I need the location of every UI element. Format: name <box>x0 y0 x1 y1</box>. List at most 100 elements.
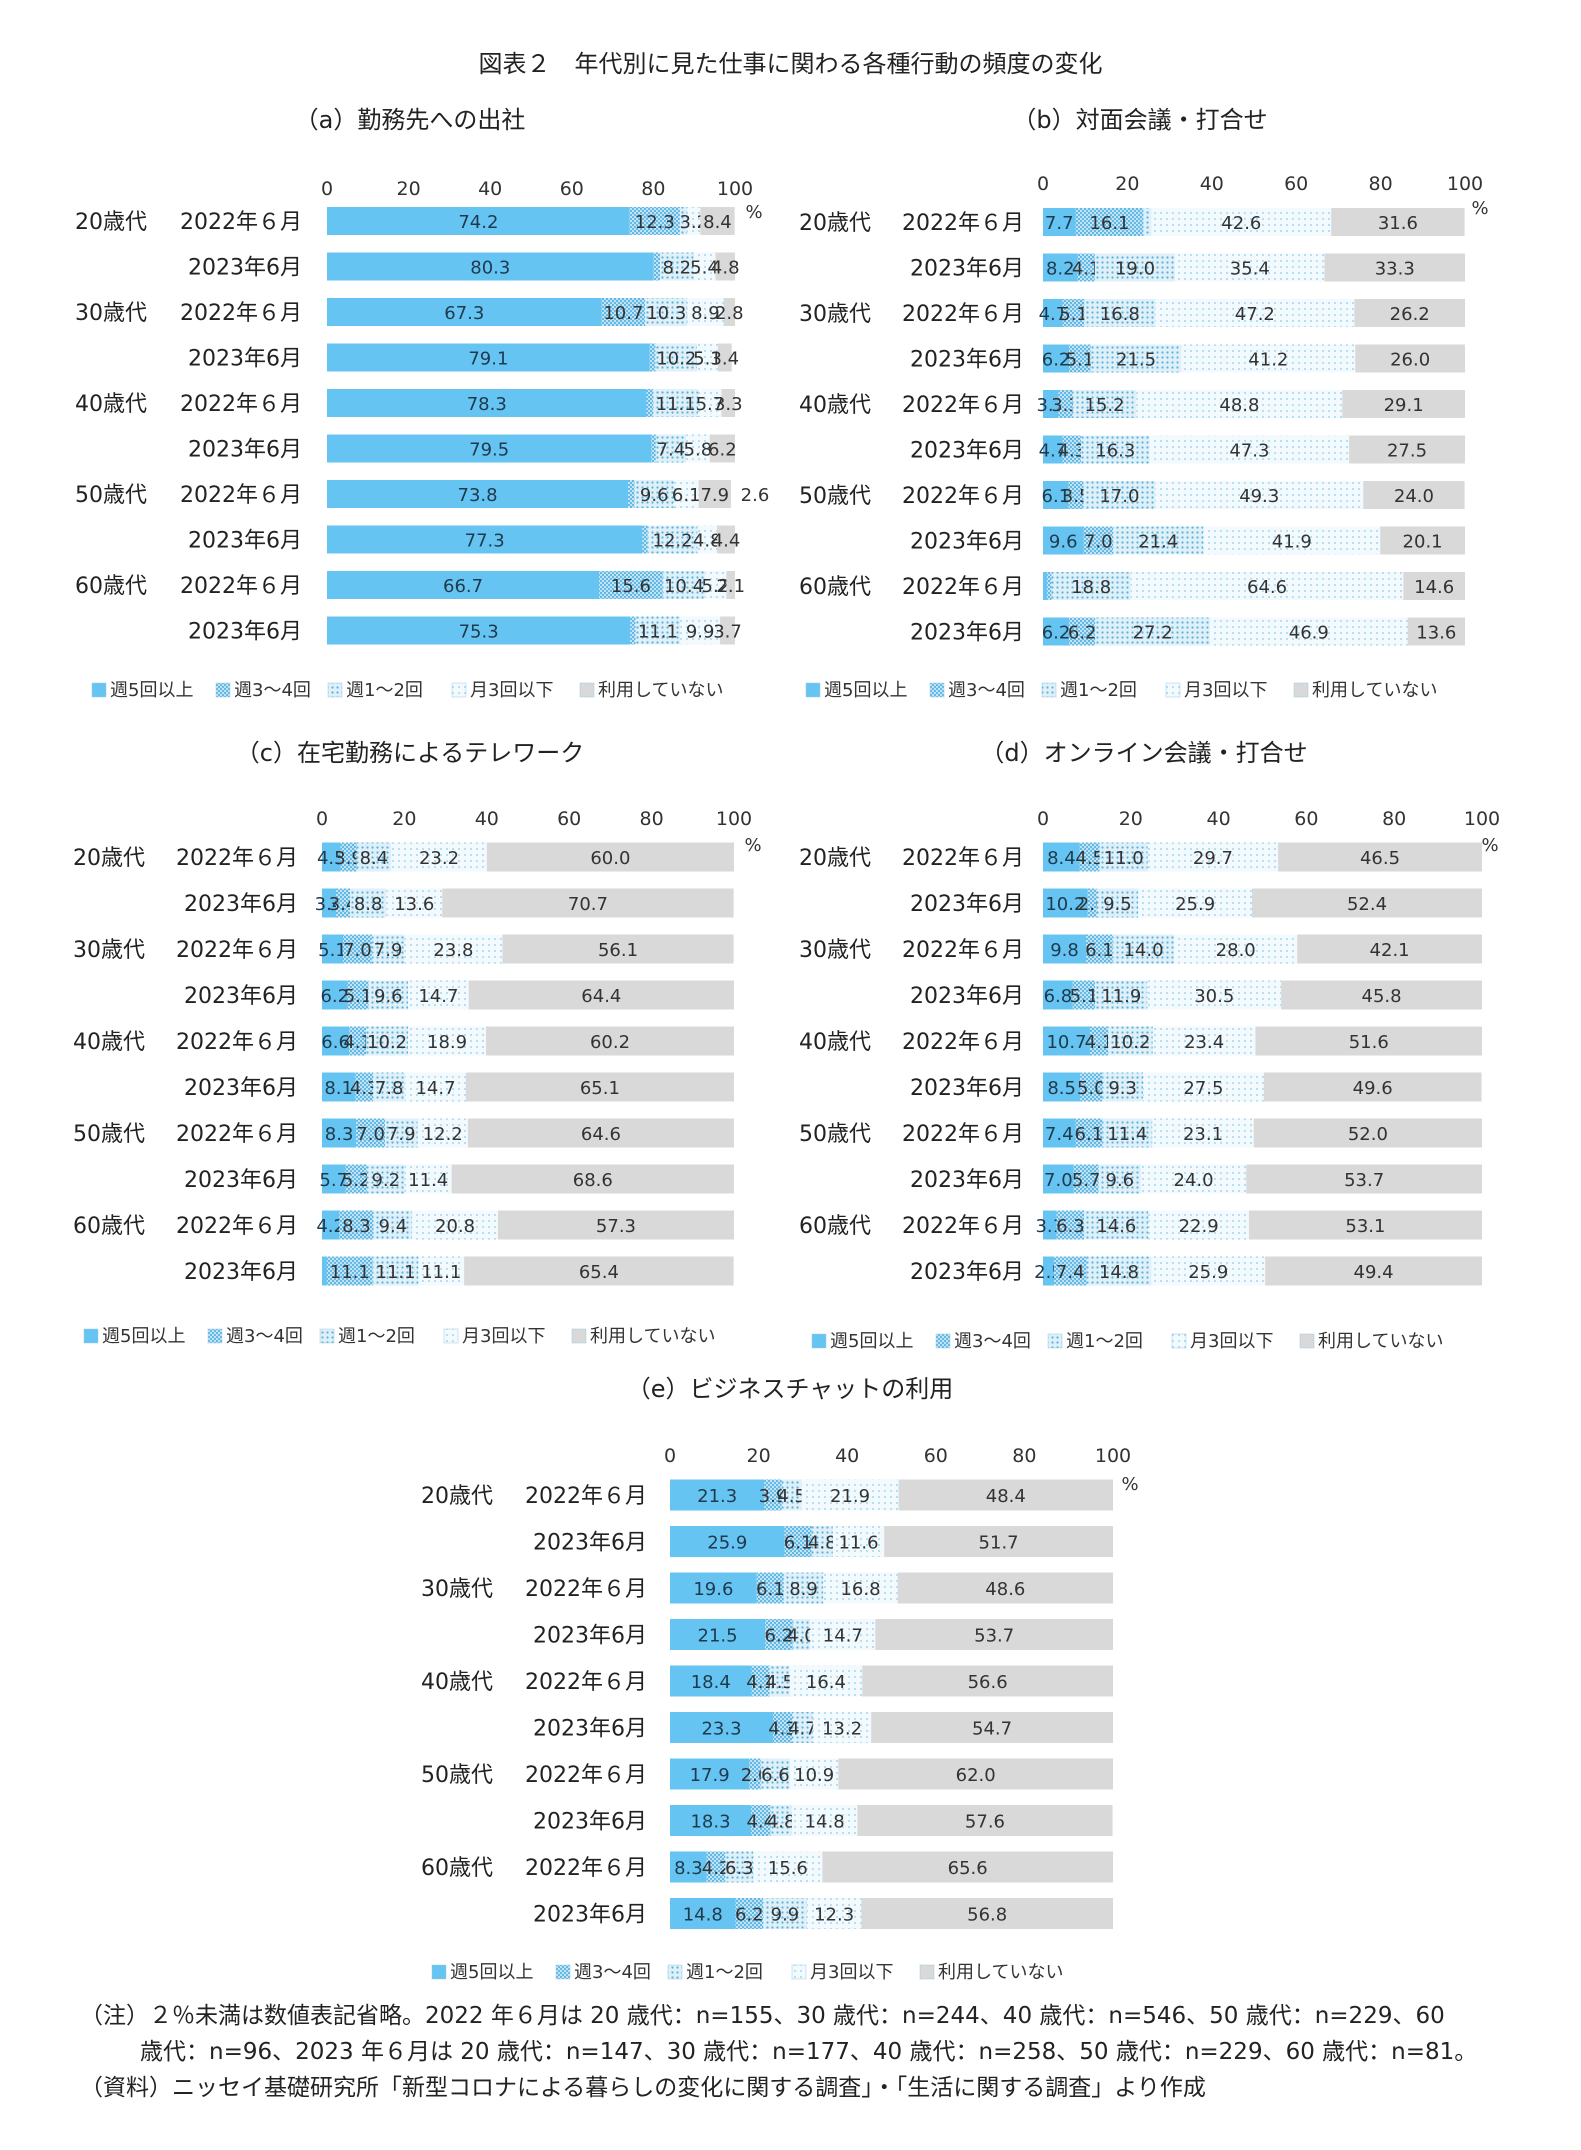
data-label: 24.0 <box>1394 486 1434 507</box>
bar-segment <box>670 1526 785 1557</box>
data-label: 8.5 <box>1047 1078 1076 1099</box>
data-label: 4.3 <box>350 1078 379 1099</box>
data-label: 27.5 <box>1387 441 1427 462</box>
data-label: 8.4 <box>1047 848 1076 869</box>
bar-segment <box>898 1479 1113 1511</box>
bar-segment <box>1095 980 1148 1010</box>
bar-segment <box>327 207 630 235</box>
bar-segment <box>1043 299 1063 327</box>
period-label: 2022年６月 <box>525 1484 647 1509</box>
data-label: 4.3 <box>768 1719 797 1740</box>
period-label: 2023年6月 <box>910 1076 1024 1101</box>
data-label: 13.6 <box>1416 623 1456 644</box>
data-label: 2.6 <box>741 485 770 506</box>
data-label: 5.1 <box>1070 986 1099 1007</box>
bar-segment <box>322 1072 356 1102</box>
x-tick-label: 40 <box>1207 808 1231 830</box>
legend-swatch <box>1041 682 1057 698</box>
axis-unit: % <box>1121 1474 1138 1495</box>
legend-item: 月3回以下 <box>810 1962 893 1983</box>
legend-item: 週5回以上 <box>824 680 907 701</box>
bar-segment <box>875 1619 1113 1650</box>
data-label: 8.2 <box>1046 259 1075 280</box>
legend-item: 週1～2回 <box>686 1962 763 1983</box>
bar-segment <box>1062 299 1085 327</box>
data-label: 7.4 <box>1056 1262 1085 1283</box>
legend-swatch <box>443 1328 459 1344</box>
bar-segment <box>662 571 706 599</box>
data-label: 80.3 <box>470 258 510 279</box>
bar-segment <box>679 207 688 235</box>
bar-segment <box>1086 934 1113 964</box>
data-label: 3.7 <box>1036 395 1065 416</box>
data-label: 6.2 <box>765 1626 794 1647</box>
bar-segment <box>670 1758 750 1790</box>
bar-segment <box>1138 888 1252 918</box>
data-label: 31.6 <box>1378 213 1418 234</box>
data-label: 47.3 <box>1229 441 1269 462</box>
data-label: 57.6 <box>965 1812 1005 1833</box>
data-label: 10.7 <box>1046 1032 1086 1053</box>
bar-segment <box>1113 526 1204 555</box>
period-label: 2023年6月 <box>910 439 1024 464</box>
period-label: 2023年6月 <box>184 1260 298 1285</box>
data-label: 8.1 <box>324 1078 353 1099</box>
data-label: 78.3 <box>467 394 507 415</box>
legend-swatch <box>83 1328 99 1344</box>
legend-swatch <box>935 1333 951 1349</box>
x-tick-label: 0 <box>321 178 333 200</box>
bar-segment <box>857 1805 1113 1836</box>
bar-segment <box>1143 1072 1264 1102</box>
data-label: 18.3 <box>690 1812 730 1833</box>
chart-title: （a）勤務先への出社 <box>295 106 526 134</box>
data-label: 9.6 <box>1049 532 1078 553</box>
bar-segment <box>408 1026 486 1056</box>
period-label: 2023年6月 <box>910 984 1024 1009</box>
bar-segment <box>1181 344 1356 373</box>
data-label: 7.0 <box>343 940 372 961</box>
data-label: 70.7 <box>568 894 608 915</box>
footnotes: （注）２％未満は数値表記省略。2022 年６月は 20 歳代：n=155、30 … <box>80 1998 1540 2106</box>
x-tick-label: 60 <box>557 808 581 830</box>
bar-segment <box>371 934 405 964</box>
period-label: 2023年6月 <box>533 1810 647 1835</box>
bar-segment <box>502 934 734 964</box>
data-label: 5.1 <box>693 349 722 370</box>
data-label: 21.5 <box>698 1626 738 1647</box>
bar-segment <box>322 1256 327 1286</box>
data-label: 8.3 <box>325 1124 354 1145</box>
legend-item: 週5回以上 <box>102 1326 185 1347</box>
bar-segment <box>697 525 718 554</box>
bar-segment <box>1136 390 1343 418</box>
bar-segment <box>1107 1026 1153 1056</box>
age-group-label: 40歳代 <box>799 393 871 418</box>
bar-segment <box>823 1572 898 1604</box>
data-label: 66.7 <box>443 576 483 597</box>
legend-swatch <box>571 1328 587 1344</box>
data-label: 64.4 <box>581 986 621 1007</box>
bar-segment <box>468 980 734 1010</box>
bar-segment <box>884 1526 1113 1557</box>
period-label: 2023年6月 <box>533 1903 647 1928</box>
data-label: 24.0 <box>1174 1170 1214 1191</box>
data-label: 21.3 <box>697 1486 737 1507</box>
data-label: 6.1 <box>756 1579 785 1600</box>
bar-segment <box>670 1712 774 1743</box>
legend-item: 週1～2回 <box>338 1326 415 1347</box>
data-label: 21.5 <box>1116 350 1156 371</box>
data-label: 4.4 <box>712 531 741 552</box>
data-label: 4.8 <box>693 531 722 552</box>
data-label: 60.2 <box>590 1032 630 1053</box>
legend-swatch <box>791 1964 807 1980</box>
legend-swatch <box>1165 682 1181 698</box>
bar-segment <box>1102 1118 1153 1148</box>
legend-item: 月3回以下 <box>462 1326 545 1347</box>
bar-segment <box>1043 1072 1081 1102</box>
data-label: 11.1 <box>376 1262 416 1283</box>
bar-segment <box>749 1758 761 1790</box>
bar-segment <box>806 1898 862 1929</box>
bar-segment <box>442 888 734 918</box>
data-label: 6.2 <box>735 1905 764 1926</box>
data-label: 6.1 <box>1085 940 1114 961</box>
bar-segment <box>760 1758 791 1790</box>
